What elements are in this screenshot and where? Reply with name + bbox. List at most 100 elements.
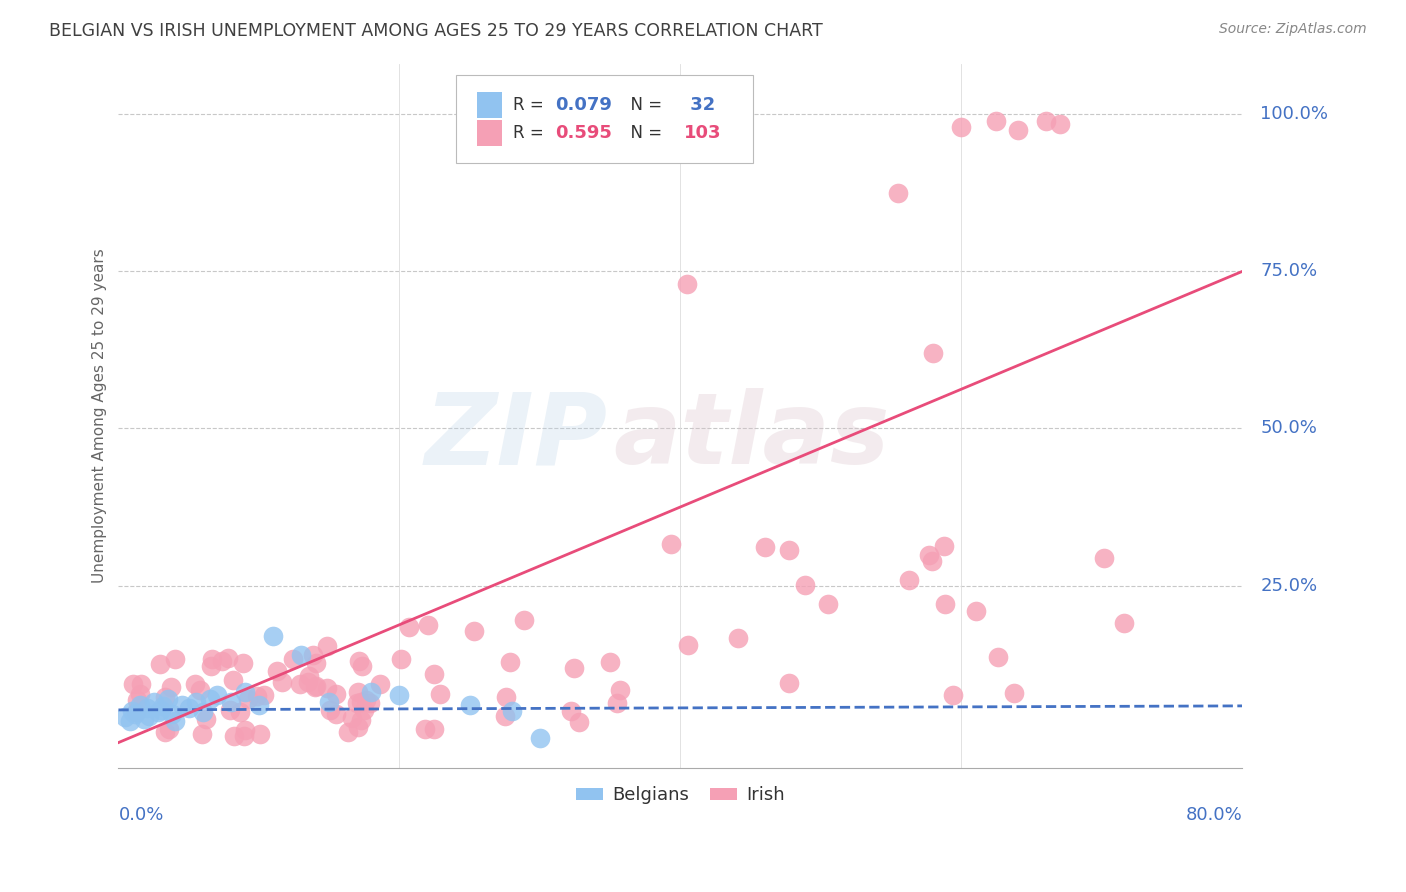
Point [416, 617, 439, 632]
Point [262, 629, 284, 643]
Point [965, 604, 987, 618]
Point [219, 695, 242, 709]
Legend: Belgians, Irish: Belgians, Irish [568, 779, 793, 812]
Text: 0.079: 0.079 [555, 95, 613, 114]
Text: 0.595: 0.595 [555, 124, 613, 142]
Point [253, 688, 276, 702]
Point [218, 703, 240, 717]
Point [429, 687, 451, 701]
Point [138, 709, 160, 723]
Point [942, 688, 965, 702]
Point [350, 714, 373, 728]
Point [177, 701, 200, 715]
Text: BELGIAN VS IRISH UNEMPLOYMENT AMONG AGES 25 TO 29 YEARS CORRELATION CHART: BELGIAN VS IRISH UNEMPLOYMENT AMONG AGES… [49, 22, 823, 40]
Point [986, 113, 1008, 128]
Point [922, 346, 945, 360]
Point [499, 655, 522, 669]
Text: R =: R = [513, 124, 548, 142]
Point [887, 186, 910, 200]
Point [190, 727, 212, 741]
Point [157, 723, 180, 737]
Point [270, 674, 292, 689]
Point [217, 651, 239, 665]
Point [128, 698, 150, 712]
Point [198, 691, 221, 706]
Point [1112, 616, 1135, 631]
Bar [477, 92, 502, 119]
Point [152, 699, 174, 714]
Point [160, 680, 183, 694]
Text: 25.0%: 25.0% [1260, 576, 1317, 594]
Point [754, 540, 776, 554]
Point [124, 707, 146, 722]
Point [560, 704, 582, 718]
Point [146, 706, 169, 720]
Point [290, 648, 312, 662]
Point [297, 675, 319, 690]
Point [163, 714, 186, 728]
Point [118, 714, 141, 728]
Point [495, 690, 517, 705]
Text: N =: N = [620, 124, 666, 142]
Point [121, 704, 143, 718]
Point [304, 680, 326, 694]
Point [918, 548, 941, 562]
Point [1049, 117, 1071, 131]
Point [347, 685, 370, 699]
Point [163, 652, 186, 666]
Point [233, 685, 256, 699]
Point [160, 707, 183, 722]
Point [817, 597, 839, 611]
Point [1092, 550, 1115, 565]
Point [318, 695, 340, 709]
Point [290, 677, 312, 691]
Point [794, 578, 817, 592]
Point [229, 706, 252, 720]
Text: Source: ZipAtlas.com: Source: ZipAtlas.com [1219, 22, 1367, 37]
Point [281, 652, 304, 666]
Point [778, 676, 800, 690]
Bar [477, 120, 502, 146]
Point [149, 657, 172, 671]
Point [211, 654, 233, 668]
Point [184, 677, 207, 691]
Point [249, 727, 271, 741]
Point [195, 712, 218, 726]
Point [564, 661, 586, 675]
Text: 50.0%: 50.0% [1260, 419, 1317, 437]
Point [463, 624, 485, 639]
Point [1007, 123, 1029, 137]
Point [353, 703, 375, 717]
Point [221, 673, 243, 687]
Point [233, 723, 256, 738]
Point [458, 698, 481, 712]
Point [727, 632, 749, 646]
Point [155, 725, 177, 739]
Text: 75.0%: 75.0% [1260, 262, 1317, 280]
Point [153, 690, 176, 704]
Point [125, 705, 148, 719]
Point [659, 536, 682, 550]
Point [359, 696, 381, 710]
Point [346, 696, 368, 710]
Point [149, 703, 172, 717]
Point [305, 679, 328, 693]
Point [247, 698, 270, 712]
Point [778, 543, 800, 558]
Point [325, 706, 347, 721]
Point [340, 711, 363, 725]
Point [316, 681, 339, 695]
Text: atlas: atlas [613, 389, 890, 485]
Text: 0.0%: 0.0% [118, 806, 165, 824]
Point [932, 540, 955, 554]
Point [114, 710, 136, 724]
Point [188, 682, 211, 697]
Text: ZIP: ZIP [425, 389, 607, 485]
Point [232, 656, 254, 670]
FancyBboxPatch shape [456, 75, 754, 162]
Point [184, 695, 207, 709]
Point [156, 691, 179, 706]
Point [301, 648, 323, 663]
Point [347, 720, 370, 734]
Point [368, 677, 391, 691]
